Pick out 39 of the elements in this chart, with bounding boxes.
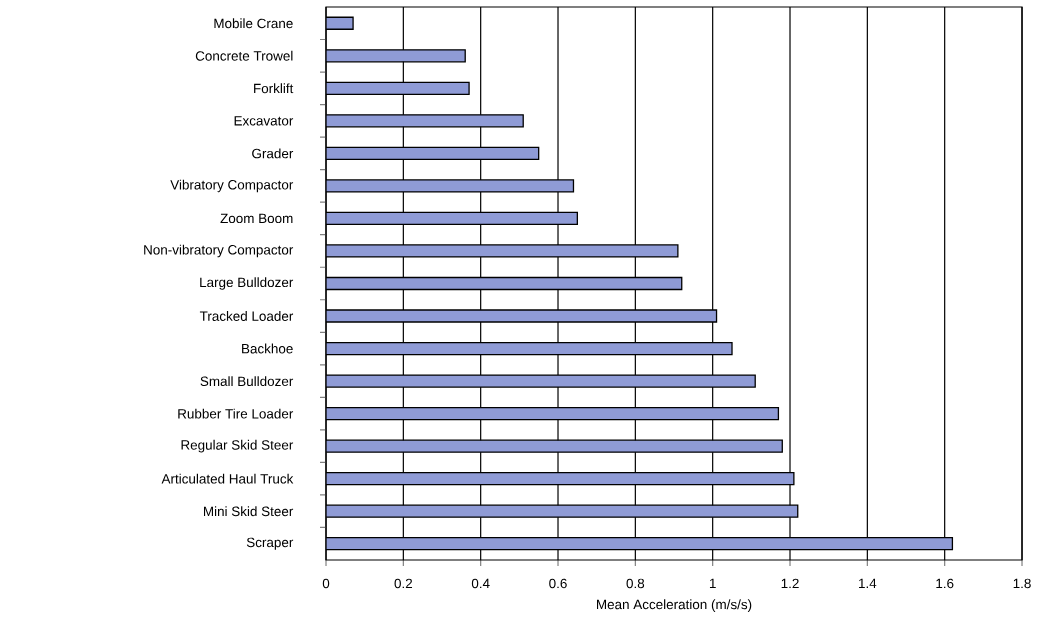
x-tick-label: 0.8 xyxy=(626,578,645,589)
bar xyxy=(326,146,540,161)
y-tick-label: Mini Skid Steer xyxy=(203,506,294,517)
y-tick-label: Concrete Trowel xyxy=(195,50,293,61)
x-tick-label: 1 xyxy=(709,578,716,588)
x-axis-title: Mean Acceleration (m/s/s) xyxy=(597,599,752,612)
y-tick-label: Small Bulldozer xyxy=(200,376,294,387)
x-tick-label: 0.4 xyxy=(471,578,490,589)
y-tick-label: Non-vibratory Compactor xyxy=(144,244,294,258)
x-tick-label: 1.2 xyxy=(781,578,799,589)
x-tick-label: 0.2 xyxy=(394,578,413,589)
y-tick-label: Regular Skid Steer xyxy=(181,439,294,453)
y-tick-label: Excavator xyxy=(234,116,294,126)
y-tick-label: Large Bulldozer xyxy=(200,277,294,290)
bar xyxy=(326,504,799,518)
bar xyxy=(326,211,578,226)
y-tick-label: Rubber Tire Loader xyxy=(178,408,294,419)
bar xyxy=(326,341,733,356)
bar xyxy=(326,49,466,63)
bar xyxy=(326,81,470,95)
y-tick-label: Articulated Haul Truck xyxy=(161,473,294,484)
y-tick-label: Zoom Boom xyxy=(220,213,293,224)
bar xyxy=(326,276,683,291)
x-tick-label: 0 xyxy=(322,578,330,589)
y-tick-label: Tracked Loader xyxy=(199,311,294,321)
bar xyxy=(326,114,524,128)
y-tick-label: Vibratory Compactor xyxy=(170,179,294,193)
x-tick-label: 1.4 xyxy=(859,578,877,588)
bar xyxy=(326,406,780,421)
bar xyxy=(326,472,795,486)
y-tick-label: Grader xyxy=(252,148,294,159)
y-tick-label: Forklift xyxy=(254,83,294,94)
y-tick-label: Backhoe xyxy=(242,343,293,354)
y-tick-label: Mobile Crane xyxy=(214,18,293,29)
bar xyxy=(326,537,954,551)
x-tick-label: 0.6 xyxy=(549,578,567,589)
x-tick-label: 1.6 xyxy=(936,578,954,589)
y-tick-label: Scraper xyxy=(246,537,294,550)
x-tick-label: 1.8 xyxy=(1013,578,1031,589)
